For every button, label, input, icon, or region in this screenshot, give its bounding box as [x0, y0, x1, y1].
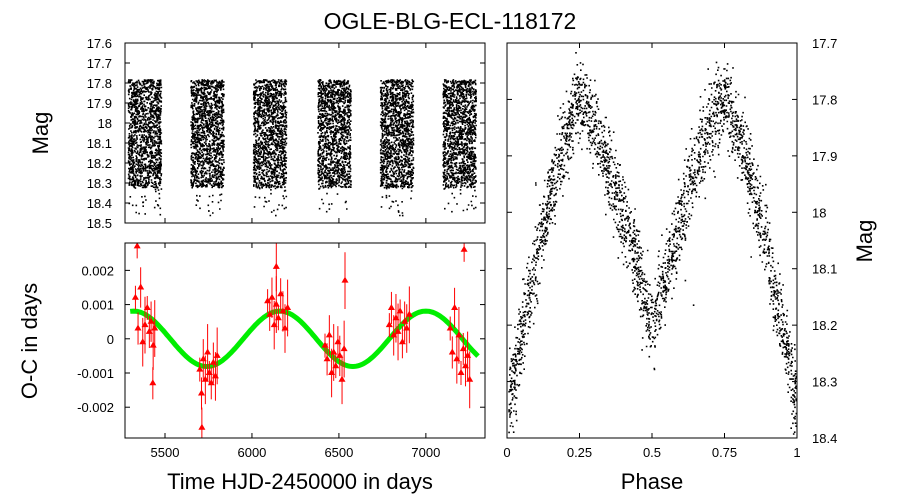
- oc-point: [330, 348, 338, 355]
- oc-point: [268, 293, 276, 300]
- oc-frame: [124, 242, 486, 439]
- oc-point: [398, 338, 406, 345]
- phased-ytick-label: 18: [812, 205, 826, 220]
- oc-point: [198, 423, 206, 430]
- oc-ytick-label: 0.002: [81, 263, 114, 278]
- lightcurve-ytick-label: 18: [98, 116, 112, 131]
- phased-xtick-label: 0.5: [643, 445, 661, 460]
- oc-point: [281, 324, 289, 331]
- lightcurve-ytick-label: 17.7: [87, 56, 112, 71]
- oc-point: [466, 375, 474, 382]
- phased-frame: [506, 42, 798, 439]
- oc-ytick-label: -0.002: [77, 400, 114, 415]
- oc-point: [198, 389, 205, 396]
- oc-point: [451, 304, 459, 310]
- lightcurve-ytick-label: 17.8: [87, 76, 112, 91]
- phased-xtick-label: 0.75: [712, 445, 737, 460]
- oc-point: [272, 300, 280, 307]
- oc-point: [139, 338, 147, 345]
- phased-xtick-label: 1: [793, 445, 800, 460]
- lightcurve-frame: [124, 42, 486, 224]
- phased-ytick-label: 18.3: [812, 375, 837, 390]
- oc-point: [405, 310, 413, 317]
- oc-point: [266, 310, 274, 317]
- oc-point: [446, 324, 454, 331]
- oc-xtick-label: 6000: [237, 445, 266, 460]
- phased-ytick-label: 17.7: [812, 36, 837, 51]
- oc-ytick-label: 0: [107, 332, 114, 347]
- phased-ylabel: Mag: [852, 220, 877, 263]
- lightcurve-ytick-label: 18.1: [87, 136, 112, 151]
- oc-point: [455, 331, 463, 338]
- oc-point: [390, 331, 398, 338]
- oc-point: [151, 324, 159, 331]
- oc-point: [387, 304, 395, 310]
- oc-ytick-label: 0.001: [81, 298, 114, 313]
- oc-point: [141, 321, 149, 328]
- lightcurve-ytick-label: 18.4: [87, 196, 112, 211]
- oc-point: [272, 262, 280, 269]
- lightcurve-ylabel: Mag: [28, 112, 53, 155]
- oc-point: [213, 351, 221, 358]
- oc-ylabel: O-C in days: [17, 283, 42, 399]
- oc-xtick-label: 7000: [411, 445, 440, 460]
- oc-point: [332, 362, 340, 369]
- phased-ytick-label: 18.1: [812, 262, 837, 277]
- lightcurve-ytick-label: 18.3: [87, 176, 112, 191]
- oc-point: [448, 348, 456, 355]
- oc-point: [196, 365, 204, 372]
- chart-title: OGLE-BLG-ECL-118172: [324, 8, 577, 34]
- phased-ytick-label: 17.8: [812, 92, 837, 107]
- oc-point: [204, 348, 212, 355]
- phased-ytick-label: 17.9: [812, 149, 837, 164]
- lightcurve-point-cloud: [127, 79, 477, 217]
- oc-point: [396, 307, 404, 314]
- oc-point: [284, 304, 292, 310]
- oc-fit-curve: [129, 308, 480, 370]
- oc-xlabel: Time HJD-2450000 in days: [167, 469, 433, 494]
- oc-point: [460, 245, 468, 252]
- lightcurve-ytick-label: 17.6: [87, 36, 112, 51]
- oc-point: [325, 331, 333, 338]
- lightcurve-ytick-label: 18.5: [87, 216, 112, 231]
- lightcurve-ytick-label: 17.9: [87, 96, 112, 111]
- phased-xlabel: Phase: [621, 469, 683, 494]
- oc-point: [149, 379, 157, 386]
- oc-points: [131, 242, 474, 438]
- oc-point: [457, 369, 465, 375]
- oc-point: [131, 293, 139, 300]
- oc-point: [207, 379, 215, 386]
- phased-ytick-label: 18.4: [812, 431, 837, 446]
- oc-point: [201, 375, 209, 382]
- oc-point: [137, 283, 145, 290]
- oc-fit-curve-group: [129, 308, 480, 370]
- lightcurve-points: [127, 79, 477, 217]
- oc-ticks: 0.002 0.001 0 -0.001 -0.002 5500 6000 6500 7000: [77, 243, 485, 460]
- phased-ytick-label: 18.2: [812, 318, 837, 333]
- lightcurve-ytick-label: 18.2: [87, 156, 112, 171]
- oc-point: [338, 375, 346, 382]
- oc-point: [274, 314, 282, 321]
- lightcurve-yticks: 17.6 17.7 17.8 17.9 18 18.1 18.2 18.3 18.4 18.5: [87, 36, 485, 231]
- oc-point: [340, 345, 348, 352]
- oc-point: [133, 242, 141, 249]
- oc-point: [385, 321, 393, 328]
- oc-ytick-label: -0.001: [77, 366, 114, 381]
- oc-point: [341, 276, 349, 283]
- lightcurve-panel: 17.6 17.7 17.8 17.9 18 18.1 18.2 18.3 18.4 18.5 M…: [28, 36, 486, 231]
- oc-point: [323, 355, 331, 362]
- oc-point: [134, 324, 142, 331]
- oc-point: [403, 324, 411, 331]
- oc-xtick-label: 5500: [151, 445, 180, 460]
- phased-xtick-label: 0.25: [567, 445, 592, 460]
- phased-xtick-label: 0: [503, 445, 510, 460]
- phased-ticks: 17.7 17.8 17.9 18 18.1 18.2 18.3 18.4 0 0.25 0.5 0.…: [503, 36, 837, 460]
- phased-panel: 17.7 17.8 17.9 18 18.1 18.2 18.3 18.4 0 0.25 0.5 0.…: [503, 36, 877, 494]
- oc-point: [143, 304, 151, 310]
- oc-point: [394, 327, 402, 334]
- oc-xtick-label: 6500: [324, 445, 353, 460]
